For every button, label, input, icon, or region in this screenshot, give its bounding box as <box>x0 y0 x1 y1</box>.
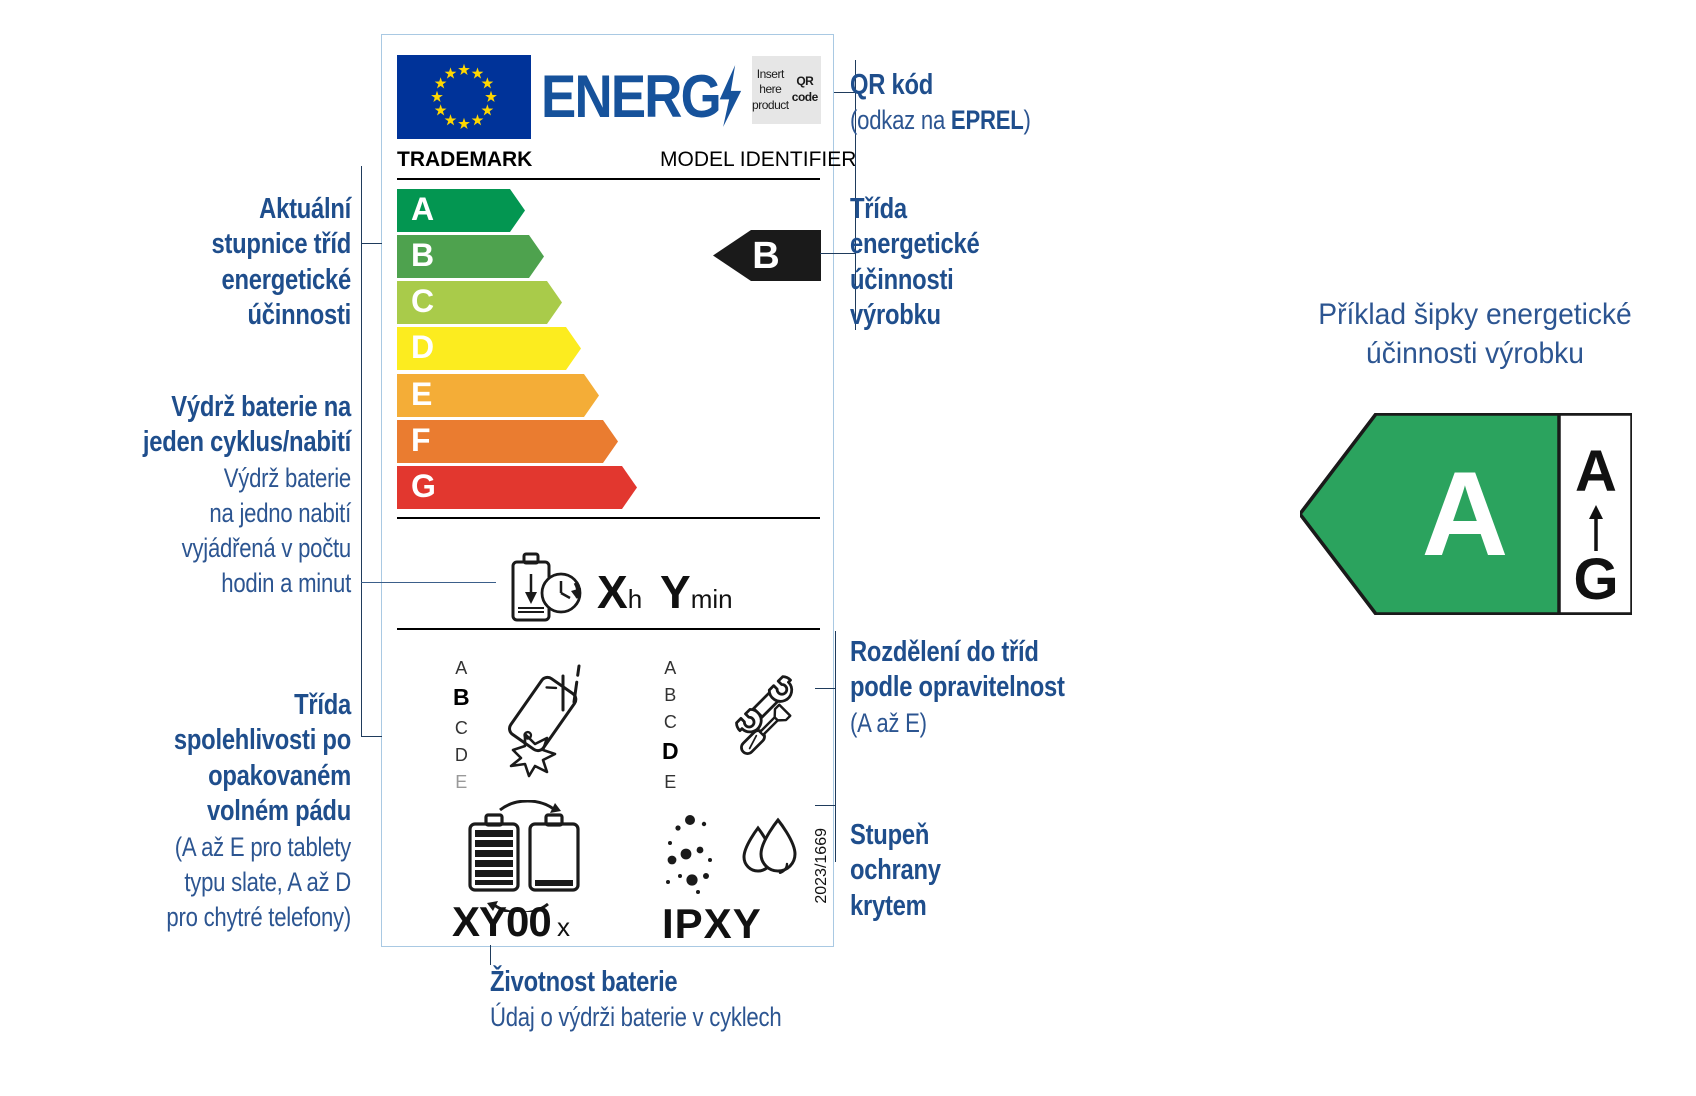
svg-text:D: D <box>411 329 434 365</box>
svg-text:E: E <box>411 376 432 412</box>
svg-text:A: A <box>1575 439 1617 504</box>
svg-text:B: B <box>411 237 434 273</box>
svg-text:A: A <box>1422 447 1509 581</box>
svg-text:G: G <box>1573 547 1618 612</box>
svg-text:B: B <box>752 235 779 277</box>
svg-text:F: F <box>411 422 431 458</box>
svg-text:G: G <box>411 468 436 504</box>
svg-text:C: C <box>411 283 434 319</box>
svg-text:A: A <box>411 191 434 227</box>
